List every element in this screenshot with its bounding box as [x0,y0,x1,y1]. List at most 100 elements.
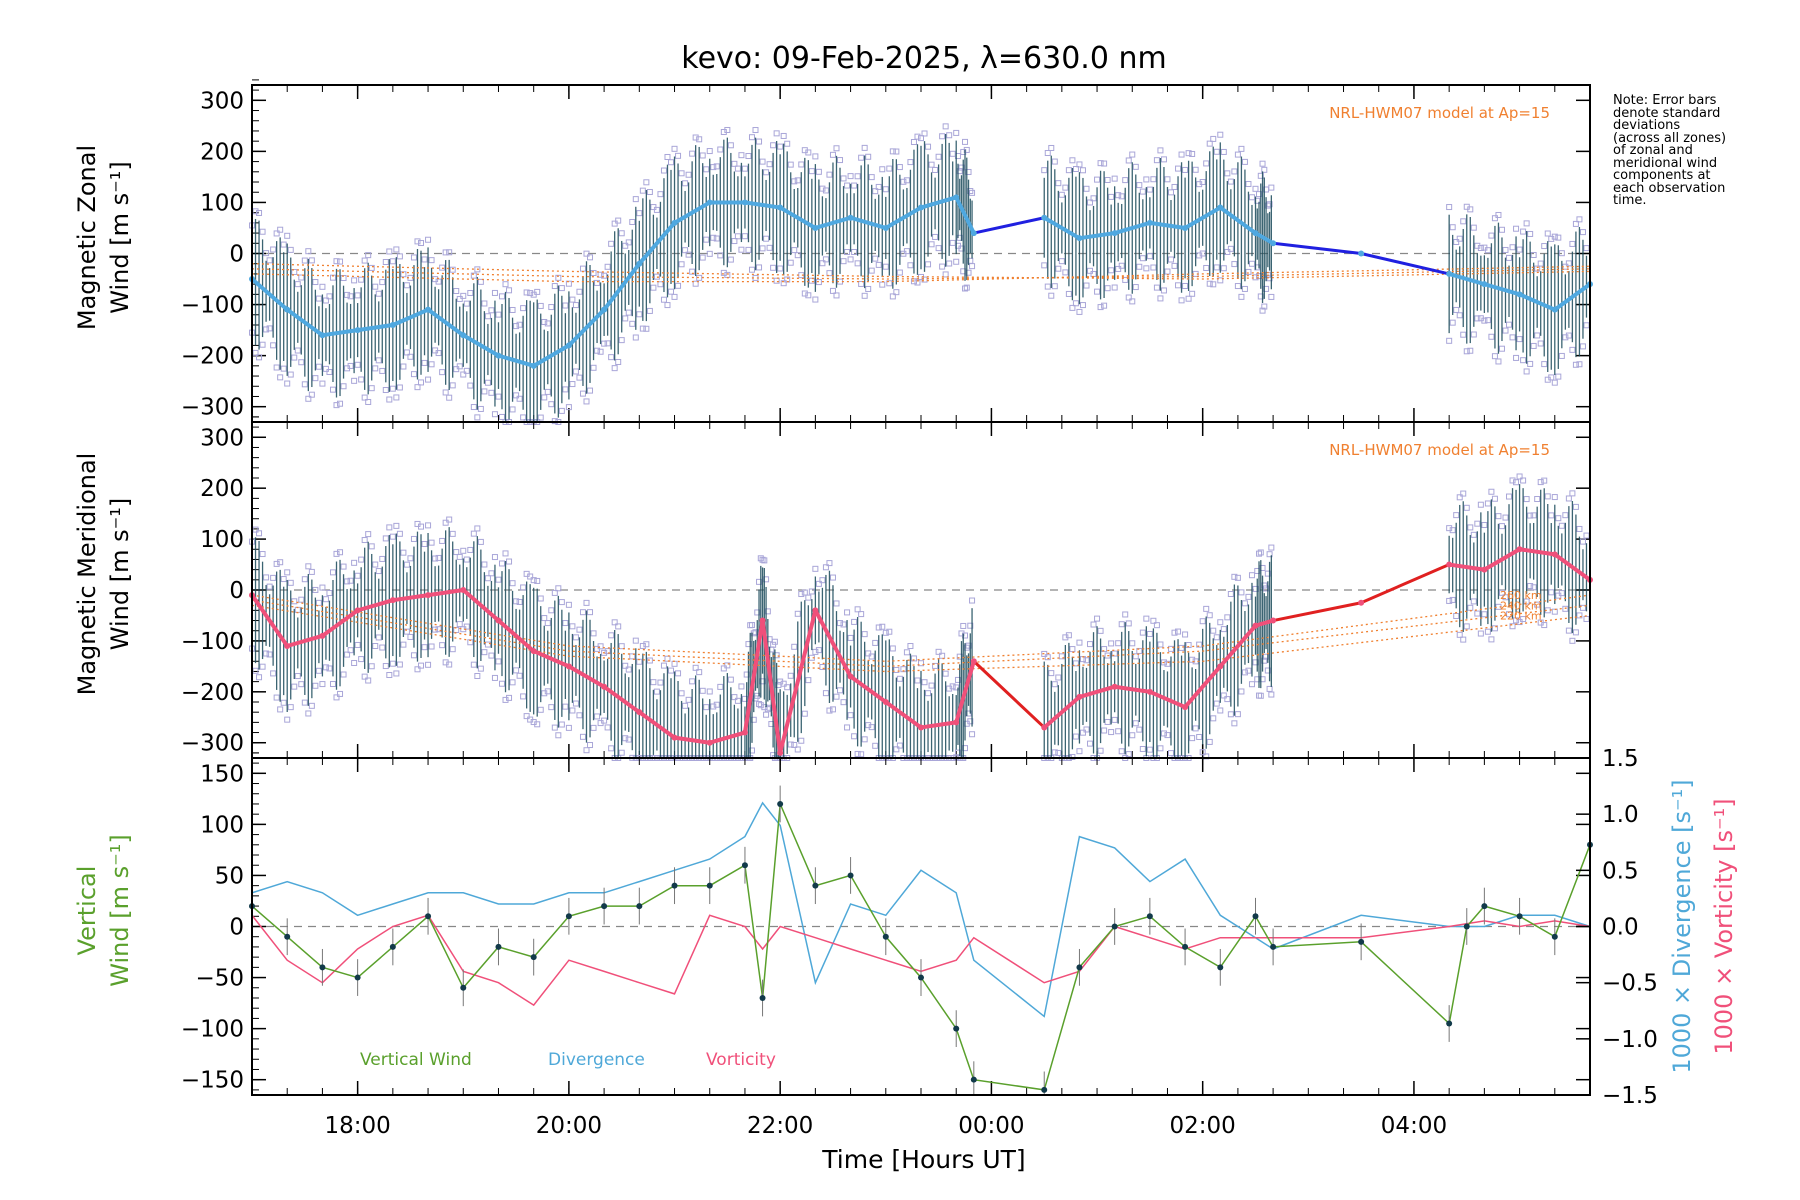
scatter-point [280,576,287,583]
scatter-point [572,634,579,641]
scatter-point [921,276,928,283]
mean-segment [1552,282,1592,312]
scatter-point [1146,630,1153,637]
scatter-point [958,245,965,252]
scatter-point [1115,192,1122,199]
scatter-point [1097,627,1104,634]
scatter-point [907,262,914,269]
scatter-point [463,556,470,563]
scatter-point [1530,342,1537,349]
mean-point [1252,622,1259,629]
scatter-point [1256,550,1263,557]
scatter-point [756,264,763,271]
scatter-point [456,363,463,370]
scatter-point [935,648,942,655]
scatter-point [463,367,470,374]
scatter-point [1146,253,1153,260]
scatter-point [771,638,778,645]
scatter-point [960,622,967,629]
x-tick-label: 02:00 [1170,1113,1236,1139]
scatter-point [664,655,671,662]
scatter-point [301,381,308,388]
scatter-point [421,644,428,651]
scatter-point [794,177,801,184]
scatter-point [1065,167,1072,174]
scatter-point [1264,667,1271,674]
scatter-point [1520,357,1527,364]
scatter-point [1569,637,1576,644]
scatter-point [671,660,678,667]
mean-segment [461,588,501,623]
scatter-point [1055,180,1062,187]
scatter-point [1069,304,1076,311]
scatter-point [872,255,879,262]
scatter-point [953,684,960,691]
y2-axis-label-vorticity: 1000 × Vorticity [s⁻¹] [1710,798,1738,1054]
mean-point [636,709,643,716]
scatter-point [875,183,882,190]
scatter-point [400,271,407,278]
scatter-point [731,238,738,245]
scatter-point [365,398,372,405]
scatter-point [541,690,548,697]
scatter-point [305,248,312,255]
scatter-point [1058,258,1065,265]
scatter-point [1583,532,1590,539]
scatter-point [1456,494,1463,501]
mean-point [1481,281,1488,288]
scatter-point [1129,732,1136,739]
scatter-point [1527,512,1534,519]
scatter-point [601,717,608,724]
note-line: denote standard [1613,105,1721,121]
scatter-point [925,261,932,268]
scatter-point [815,580,822,587]
scatter-point [1498,523,1505,530]
scatter-point [1484,628,1491,635]
scatter-point [273,560,280,567]
scatter-point [1108,729,1115,736]
mean-point [319,632,326,639]
note-line: deviations [1613,118,1681,133]
scatter-point [671,145,678,152]
scatter-point [291,354,298,361]
scatter-point [738,152,745,159]
scatter-point [868,174,875,181]
scatter-point [689,150,696,157]
vertical-wind-point [1481,903,1488,910]
vertical-wind-point [1516,913,1523,920]
scatter-point [858,751,865,758]
scatter-point [685,171,692,178]
vertical-wind-point [953,1025,960,1032]
scatter-point [1481,611,1488,618]
scatter-point [629,218,636,225]
scatter-point [1548,512,1555,519]
scatter-point [1555,373,1562,380]
scatter-point [305,395,312,402]
x-tick-label: 04:00 [1381,1113,1447,1139]
scatter-point [1551,379,1558,386]
scatter-point [477,405,484,412]
scatter-point [678,690,685,697]
scatter-point [1502,246,1509,253]
scatter-point [379,555,386,562]
scatter-point [513,667,520,674]
scatter-point [340,383,347,390]
scatter-point [699,254,706,261]
scatter-point [1446,204,1453,211]
scatter-point [1470,531,1477,538]
scatter-point [1491,625,1498,632]
scatter-point [710,703,717,710]
scatter-point [808,277,815,284]
scatter-point [1569,346,1576,353]
scatter-point [653,206,660,213]
scatter-point [491,289,498,296]
scatter-point [484,575,491,582]
scatter-point [921,679,928,686]
scatter-point [477,665,484,672]
scatter-point [1460,218,1467,225]
mean-segment [355,322,395,333]
mean-point [1551,551,1558,558]
scatter-point [579,265,586,272]
scatter-point [1569,240,1576,247]
mean-point [1111,683,1118,690]
